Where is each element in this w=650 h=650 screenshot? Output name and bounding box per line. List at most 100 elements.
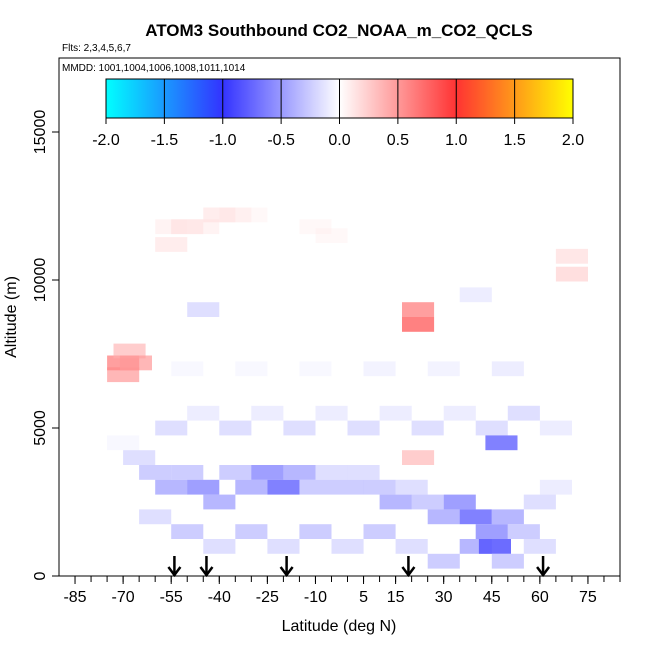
heatmap-cell <box>267 479 300 495</box>
x-tick-label: -70 <box>112 589 135 606</box>
heatmap-cell <box>485 435 518 451</box>
heatmap-cell <box>235 361 268 377</box>
heatmap-cell <box>171 361 204 377</box>
heatmap-cell <box>155 479 188 495</box>
heatmap-cell <box>363 524 396 539</box>
arrow-marker <box>199 566 214 578</box>
x-tick-label: 15 <box>387 589 405 606</box>
heatmap-cell <box>171 465 204 480</box>
heatmap-cell <box>219 420 252 436</box>
arrow-marker <box>167 566 182 578</box>
axes: -85 -70 -55 -40 -25 -10 5 15 30 45 60 75 0 5000 10000 1… <box>32 110 621 606</box>
heatmap-cell <box>155 420 188 436</box>
heatmap-cell <box>171 219 204 235</box>
heatmap-cell <box>113 343 146 359</box>
heatmap-cell <box>139 509 172 525</box>
heatmap-cell <box>187 479 220 495</box>
heatmap-cell <box>395 539 428 554</box>
heatmap-cell <box>171 524 204 539</box>
x-tick-label: 60 <box>531 589 549 606</box>
heatmap-cell <box>443 494 476 510</box>
arrow-marker <box>401 566 416 578</box>
chart-title: ATOM3 Southbound CO2_NOAA_m_CO2_QCLS <box>145 21 533 40</box>
heatmap-cell <box>507 405 540 421</box>
heatmap-cell <box>411 494 444 510</box>
colorbar-tick-label: -2.0 <box>92 132 120 149</box>
x-tick-label: -55 <box>160 589 183 606</box>
heatmap-cell <box>299 479 332 495</box>
heatmap-cell <box>203 494 236 510</box>
heatmap-cell <box>523 539 556 554</box>
heatmap-cell <box>395 479 428 495</box>
heatmap-cell <box>491 553 524 569</box>
heatmap-cell <box>251 465 284 480</box>
heatmap-cell <box>363 361 396 377</box>
heatmap-cell <box>187 219 220 235</box>
heatmap-cell <box>491 361 524 377</box>
x-tick-label: -85 <box>63 589 86 606</box>
heatmap-cell <box>402 317 435 332</box>
heatmap-cell <box>427 509 460 525</box>
heatmap-cell <box>459 287 492 303</box>
heatmap-cell <box>283 420 316 436</box>
x-tick-label: 75 <box>579 589 597 606</box>
heatmap-cell <box>315 405 348 421</box>
heatmap-cell <box>235 479 268 495</box>
subtitle-dates: MMDD: 1001,1004,1006,1008,1011,1014 <box>62 63 246 74</box>
colorbar-tick-label: 1.0 <box>445 132 467 149</box>
heatmap-cell <box>315 465 348 480</box>
colorbar: -2.0 -1.5 -1.0 -0.5 0.0 0.5 1.0 1.5 2.0 <box>92 78 584 149</box>
heatmap-cell <box>219 207 252 223</box>
y-tick-label: 15000 <box>32 110 49 155</box>
plot-frame <box>58 57 621 577</box>
heatmap-cell <box>299 219 332 235</box>
heatmap-cell <box>119 355 152 371</box>
y-axis-label: Altitude (m) <box>3 276 20 358</box>
arrow-marker <box>536 566 551 578</box>
heatmap-cell <box>478 539 511 554</box>
heatmap-cell <box>427 553 460 569</box>
heatmap-cell <box>475 420 508 436</box>
heatmap-cell <box>283 465 316 480</box>
subtitle-flights: Flts: 2,3,4,5,6,7 <box>62 43 131 54</box>
heatmap-cell <box>347 420 380 436</box>
heatmap-cell <box>139 465 172 480</box>
heatmap-cell <box>402 450 435 465</box>
heatmap-cell <box>379 405 412 421</box>
x-tick-label: 45 <box>483 589 501 606</box>
heatmap-cell <box>555 248 588 264</box>
heatmap-cell <box>347 465 380 480</box>
heatmap-cell <box>539 479 572 495</box>
colorbar-tick-label: 2.0 <box>562 132 584 149</box>
heatmap-cell <box>523 494 556 510</box>
plot-area <box>107 207 588 578</box>
heatmap-cell <box>235 207 268 223</box>
heatmap-cell <box>299 361 332 377</box>
arrow-marker <box>279 566 294 578</box>
heatmap-cell <box>123 450 156 465</box>
heatmap-cell <box>107 367 140 383</box>
heatmap-cell <box>107 435 140 451</box>
heatmap-cell <box>475 524 508 539</box>
heatmap-cell <box>402 302 435 317</box>
heatmap-cell <box>187 302 220 317</box>
colorbar-tick-label: 1.5 <box>504 132 526 149</box>
heatmap-cell <box>507 524 540 539</box>
heatmap-cell <box>315 228 348 243</box>
heatmap-cell <box>203 207 236 223</box>
heatmap-cell <box>155 237 188 252</box>
heatmap-cell <box>363 479 396 495</box>
heatmap-cell <box>555 266 588 282</box>
x-tick-label: -10 <box>304 589 327 606</box>
x-axis-label: Latitude (deg N) <box>282 618 397 635</box>
heatmap-cell <box>219 465 252 480</box>
heatmap-cell <box>203 539 236 554</box>
x-tick-label: 5 <box>359 589 368 606</box>
heatmap-cell <box>251 405 284 421</box>
colorbar-tick-label: 0.5 <box>387 132 409 149</box>
x-tick-label: 30 <box>435 589 453 606</box>
heatmap-cell <box>491 509 524 525</box>
heatmap-cell <box>235 524 268 539</box>
y-tick-label: 10000 <box>32 258 49 303</box>
